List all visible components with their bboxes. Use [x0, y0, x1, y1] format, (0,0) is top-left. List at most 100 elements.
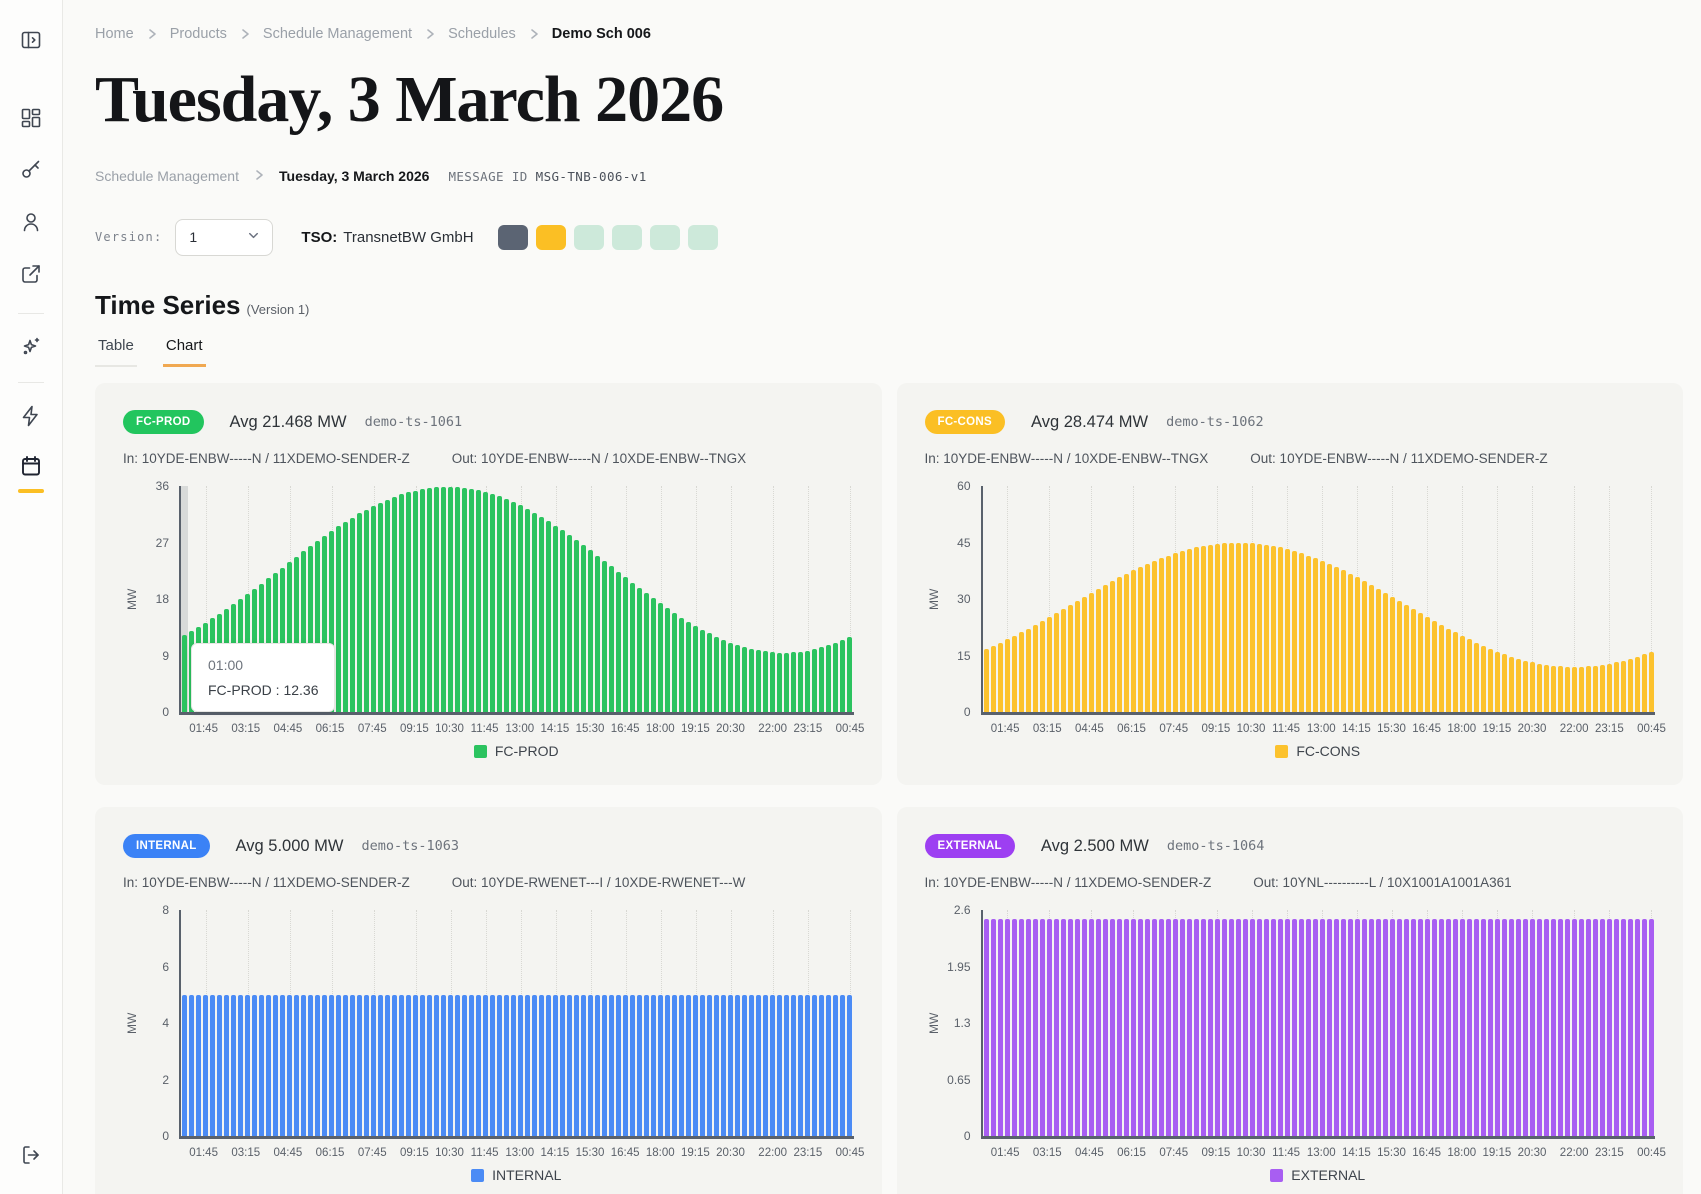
bar[interactable] [574, 994, 579, 1137]
bar[interactable] [665, 994, 670, 1137]
bar[interactable] [455, 487, 460, 713]
bar[interactable] [329, 531, 334, 713]
bar[interactable] [336, 994, 341, 1137]
bar[interactable] [791, 652, 796, 713]
bar[interactable] [1088, 592, 1094, 713]
bar[interactable] [1389, 596, 1395, 713]
bar[interactable] [763, 651, 768, 713]
bar[interactable] [280, 567, 285, 713]
bar[interactable] [1046, 616, 1052, 713]
bar[interactable] [364, 994, 369, 1137]
bar[interactable] [1326, 918, 1332, 1137]
bar[interactable] [1151, 918, 1157, 1137]
bar[interactable] [630, 582, 635, 713]
breadcrumb-schedules[interactable]: Schedules [448, 26, 516, 42]
bar[interactable] [490, 994, 495, 1137]
bar[interactable] [1459, 635, 1465, 713]
bar[interactable] [497, 994, 502, 1137]
bar[interactable] [742, 647, 747, 713]
bar[interactable] [483, 491, 488, 713]
bar[interactable] [623, 994, 628, 1137]
bar[interactable] [637, 994, 642, 1137]
bar[interactable] [997, 918, 1003, 1137]
bar[interactable] [1543, 918, 1549, 1137]
bar[interactable] [1473, 642, 1479, 713]
bar[interactable] [420, 994, 425, 1137]
bar[interactable] [686, 994, 691, 1137]
bar[interactable] [609, 994, 614, 1137]
bar[interactable] [336, 526, 341, 713]
bar[interactable] [294, 994, 299, 1137]
bar[interactable] [983, 918, 989, 1137]
bar[interactable] [1004, 918, 1010, 1137]
bar[interactable] [714, 636, 719, 713]
bar[interactable] [1648, 651, 1654, 713]
bar[interactable] [742, 994, 747, 1137]
bar[interactable] [357, 513, 362, 713]
bar[interactable] [1298, 553, 1304, 713]
version-swatch[interactable] [611, 224, 642, 250]
bar[interactable] [364, 509, 369, 713]
bar[interactable] [798, 994, 803, 1137]
bar[interactable] [182, 634, 187, 713]
bar[interactable] [280, 994, 285, 1137]
sidebar-item-schedules[interactable] [11, 451, 51, 483]
bar[interactable] [581, 545, 586, 713]
bar[interactable] [1396, 600, 1402, 713]
version-select[interactable]: 1 [175, 218, 274, 256]
bar[interactable] [990, 918, 996, 1137]
bar[interactable] [1130, 918, 1136, 1137]
bar[interactable] [983, 648, 989, 713]
bar[interactable] [266, 994, 271, 1137]
bar[interactable] [1431, 620, 1437, 713]
bar[interactable] [1557, 918, 1563, 1137]
bar[interactable] [420, 489, 425, 713]
bar[interactable] [1186, 918, 1192, 1137]
bar[interactable] [1515, 918, 1521, 1137]
bar[interactable] [1648, 918, 1654, 1137]
tab-table[interactable]: Table [95, 337, 137, 368]
bar[interactable] [1095, 918, 1101, 1137]
bar[interactable] [700, 994, 705, 1137]
bar[interactable] [1200, 918, 1206, 1137]
bar[interactable] [784, 652, 789, 713]
bar[interactable] [749, 648, 754, 713]
bar[interactable] [1088, 918, 1094, 1137]
bar[interactable] [798, 651, 803, 713]
bar[interactable] [224, 994, 229, 1137]
bar[interactable] [1256, 918, 1262, 1137]
bar[interactable] [847, 637, 852, 713]
bar[interactable] [273, 994, 278, 1137]
bar[interactable] [1074, 600, 1080, 713]
bar[interactable] [1046, 918, 1052, 1137]
bar[interactable] [1165, 555, 1171, 713]
bar[interactable] [1641, 918, 1647, 1137]
bar[interactable] [1312, 918, 1318, 1137]
bar[interactable] [1018, 918, 1024, 1137]
bar[interactable] [1634, 918, 1640, 1137]
bar[interactable] [287, 994, 292, 1137]
sidebar-item-energy[interactable] [11, 401, 51, 433]
bar[interactable] [1389, 918, 1395, 1137]
bar[interactable] [441, 486, 446, 713]
breadcrumb-schedule-management[interactable]: Schedule Management [262, 26, 413, 42]
version-swatch[interactable] [649, 224, 680, 250]
bar[interactable] [1249, 918, 1255, 1137]
bar[interactable] [1151, 560, 1157, 713]
bar[interactable] [1207, 544, 1213, 713]
bar[interactable] [693, 625, 698, 713]
bar[interactable] [791, 994, 796, 1137]
bar[interactable] [315, 541, 320, 713]
bar[interactable] [1312, 558, 1318, 713]
bar[interactable] [1361, 918, 1367, 1137]
bar[interactable] [1522, 660, 1528, 713]
bar[interactable] [1599, 918, 1605, 1137]
bar[interactable] [1102, 918, 1108, 1137]
bar[interactable] [1053, 918, 1059, 1137]
bar[interactable] [1333, 567, 1339, 713]
bar[interactable] [609, 566, 614, 713]
bar[interactable] [819, 647, 824, 713]
bar[interactable] [413, 490, 418, 713]
bar[interactable] [707, 994, 712, 1137]
bar[interactable] [644, 593, 649, 713]
